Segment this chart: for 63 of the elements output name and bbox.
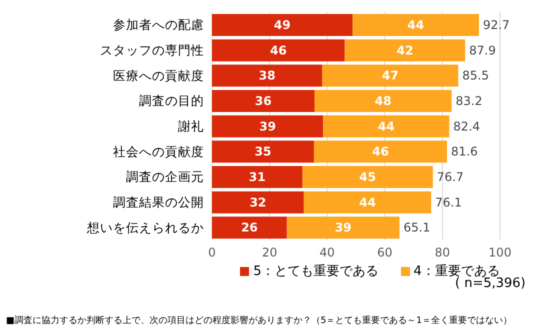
data-label: 42: [396, 43, 414, 58]
y-tick-label: 想いを伝えられるか: [86, 220, 204, 235]
bar: [314, 140, 448, 163]
data-label: 46: [270, 43, 287, 58]
y-tick-label: 調査の企画元: [126, 169, 204, 184]
bar: [302, 166, 433, 188]
bar: [212, 191, 304, 214]
bar: [212, 14, 353, 36]
text: ■調査に協力するか判断する上で、次の項目はどの程度影響がありますか？（5＝とても重要である～1＝全く重要ではない）: [6, 314, 512, 327]
data-label: 44: [359, 195, 376, 210]
bar: [212, 140, 314, 163]
bar: [286, 216, 400, 239]
legend-label: 5：とても重要である: [253, 263, 378, 280]
total-label: 87.9: [469, 43, 496, 58]
bar: [212, 166, 302, 188]
data-label: 44: [378, 119, 395, 134]
total-label: 81.6: [451, 144, 478, 159]
data-label: 26: [241, 220, 258, 235]
bar: [352, 14, 479, 36]
y-tick-label: 調査結果の公開: [113, 194, 204, 210]
x-tick-label: 60: [377, 246, 392, 260]
y-tick-label: 社会への貢献度: [113, 144, 204, 159]
data-label: 47: [382, 68, 399, 83]
total-label: 76.1: [435, 195, 462, 210]
data-label: 39: [334, 220, 352, 235]
total-label: 85.5: [462, 68, 489, 83]
data-label: 38: [258, 68, 276, 83]
x-tick-label: 40: [320, 246, 335, 260]
y-tick-label: スタッフの専門性: [100, 42, 204, 58]
data-label: 35: [254, 144, 272, 159]
bar: [314, 90, 452, 112]
bar: [304, 191, 432, 214]
total-label: 82.4: [453, 119, 480, 134]
total-label: 83.2: [456, 94, 482, 108]
data-label: 48: [374, 94, 392, 108]
x-tick-label: 80: [434, 246, 450, 260]
total-label: 92.7: [482, 18, 510, 32]
data-label: 36: [254, 94, 272, 108]
bar: [212, 90, 315, 112]
bar: [322, 64, 458, 87]
data-label: 46: [372, 144, 389, 159]
bar: [212, 115, 324, 138]
data-label: 45: [359, 170, 376, 184]
total-label: 65.1: [403, 220, 430, 235]
bar: [323, 115, 450, 138]
bar: [212, 216, 287, 239]
data-label: 31: [248, 170, 266, 184]
x-tick-label: 100: [488, 246, 512, 260]
x-tick-label: 20: [262, 246, 278, 260]
bar: [212, 64, 322, 87]
bar: [212, 39, 345, 62]
y-tick-label: 調査の目的: [139, 93, 204, 108]
y-tick-label: 参加者への配慮: [113, 17, 204, 32]
data-label: 32: [250, 195, 266, 210]
text: ( n=5,396): [455, 276, 526, 291]
y-tick-label: 医療への貢献度: [113, 68, 204, 83]
data-label: 44: [407, 18, 424, 32]
data-label: 49: [274, 18, 291, 32]
data-label: 39: [259, 119, 276, 134]
x-tick-label: 0: [208, 246, 216, 260]
y-tick-label: 謝礼: [178, 118, 204, 134]
total-label: 76.7: [436, 170, 464, 184]
bar: [344, 39, 466, 62]
